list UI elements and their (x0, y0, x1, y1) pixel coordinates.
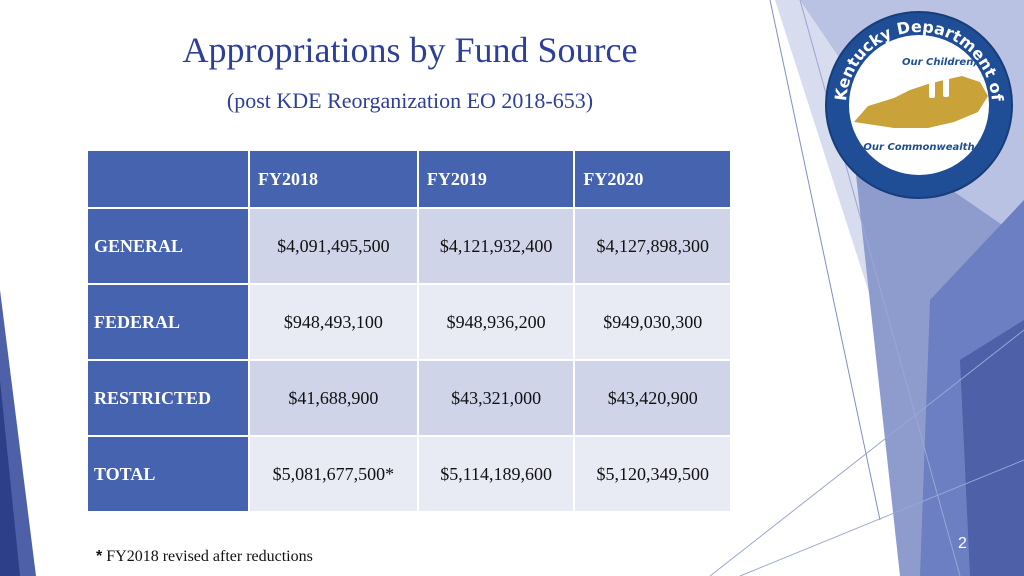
table-cell: $5,081,677,500* (248, 435, 419, 513)
footnote-marker: * (96, 548, 103, 565)
table-cell: $5,120,349,500 (573, 435, 732, 513)
left-edge-decoration (0, 290, 36, 576)
logo-inner-bottom: Our Commonwealth (863, 142, 974, 153)
table-cell: $949,030,300 (573, 283, 732, 361)
footnote: * FY2018 revised after reductions (96, 548, 313, 566)
table-cell: $43,321,000 (416, 359, 576, 437)
table-row-total: TOTAL $5,081,677,500* $5,114,189,600 $5,… (86, 435, 732, 513)
table-cell: $43,420,900 (573, 359, 732, 437)
table-cell: $4,121,932,400 (416, 207, 576, 285)
table-cell: $41,688,900 (248, 359, 419, 437)
row-label: GENERAL (86, 207, 250, 285)
appropriations-table: FY2018 FY2019 FY2020 GENERAL $4,091,495,… (86, 149, 732, 513)
table-header-row: FY2018 FY2019 FY2020 (86, 149, 732, 209)
column-header-fy2018: FY2018 (248, 149, 419, 209)
column-header-fy2020: FY2020 (573, 149, 732, 209)
table-cell: $4,091,495,500 (248, 207, 419, 285)
column-header-fy2019: FY2019 (416, 149, 576, 209)
table-cell: $4,127,898,300 (573, 207, 732, 285)
kde-logo: Kentucky Department of Education Our Chi… (825, 11, 1013, 199)
table-cell: $948,936,200 (416, 283, 576, 361)
table-cell: $5,114,189,600 (416, 435, 576, 513)
table-row-restricted: RESTRICTED $41,688,900 $43,321,000 $43,4… (86, 359, 732, 437)
table-cell: $948,493,100 (248, 283, 419, 361)
row-label: RESTRICTED (86, 359, 250, 437)
row-label: TOTAL (86, 435, 250, 513)
footnote-text: FY2018 revised after reductions (102, 548, 313, 565)
logo-inner-top: Our Children, (902, 57, 977, 68)
slide-subtitle: (post KDE Reorganization EO 2018-653) (226, 88, 594, 113)
row-label: FEDERAL (86, 283, 250, 361)
table-row-federal: FEDERAL $948,493,100 $948,936,200 $949,0… (86, 283, 732, 361)
slide-title: Appropriations by Fund Source (182, 30, 638, 70)
page-number: 2 (958, 535, 967, 552)
header-corner (86, 149, 250, 209)
table-row-general: GENERAL $4,091,495,500 $4,121,932,400 $4… (86, 207, 732, 285)
